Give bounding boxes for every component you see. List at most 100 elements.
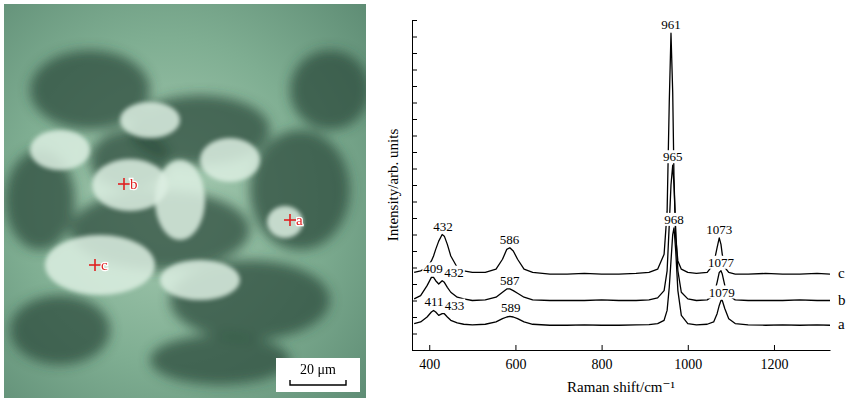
bright-particle [155,160,205,240]
plot-area [414,33,830,325]
y-tick-mark [412,317,417,318]
peak-label: 968 [664,212,684,227]
peak-annotation: 411 [423,294,444,309]
y-tick [412,334,417,335]
y-tick [412,350,417,351]
y-tick-mark [412,334,417,335]
dark-region [250,130,350,250]
y-tick-mark [412,70,417,71]
y-tick [412,119,417,120]
dark-region [10,295,110,365]
series-label: c [838,265,845,281]
x-tick-label: 400 [419,357,440,372]
x-tick-label: 600 [505,357,526,372]
y-tick-mark [412,53,417,54]
measurement-point: b [118,176,138,192]
figure-svg: abc20 μm40060080010001200Raman shift/cm⁻… [0,0,861,402]
y-tick [412,185,417,186]
y-tick-mark [412,202,417,203]
peak-label: 1073 [706,222,732,237]
marker-cross [94,259,96,271]
x-tick-label: 800 [592,357,613,372]
peak-label: 586 [500,232,520,247]
label-patch [708,286,736,299]
bright-particle [200,138,260,182]
peak-label: 1077 [708,255,735,270]
y-tick-mark [412,350,417,351]
y-tick-mark [412,251,417,252]
label-patch [443,266,465,279]
peak-annotation: 589 [500,300,522,315]
peak-label: 1079 [709,285,735,300]
y-axis-title: Intensity/arb. units [385,129,401,242]
y-tick [412,86,417,87]
label-patch [662,150,684,163]
label-patch [663,213,685,226]
y-tick [412,284,417,285]
y-axis [412,21,417,351]
y-tick-mark [412,86,417,87]
x-tick-label: 1000 [674,357,702,372]
peak-annotation: 965 [662,149,684,164]
y-tick-mark [412,119,417,120]
measurement-point: c [89,257,108,273]
y-tick [412,20,417,21]
marker-label: c [101,257,108,273]
label-patch [422,262,444,275]
x-tick: 600 [505,345,526,372]
y-tick [412,251,417,252]
y-tick [412,218,417,219]
peak-annotation: 968 [663,212,685,227]
x-tick: 800 [592,345,613,372]
peak-annotation: 432 [432,219,454,234]
peak-label: 587 [500,273,520,288]
y-tick [412,70,417,71]
y-tick [412,317,417,318]
peak-label: 411 [424,294,443,309]
label-patch [444,299,466,312]
x-axis-line [413,350,831,351]
x-tick-mark [429,345,430,350]
y-tick [412,235,417,236]
y-tick [412,301,417,302]
scale-bar-line [290,380,346,385]
dark-region [150,335,290,385]
series-label: a [838,316,845,332]
label-patch [705,223,733,236]
measurement-point: a [284,212,303,228]
label-patch [500,301,522,314]
label-patch [432,220,454,233]
y-tick [412,169,417,170]
y-tick-mark [412,235,417,236]
y-tick [412,202,417,203]
spectrum-line [414,228,830,325]
micrograph [4,4,366,398]
marker-cross [289,214,291,226]
dark-region [290,50,366,130]
x-tick-mark [515,345,516,350]
bright-particle [45,235,155,295]
spectrum-line [414,165,830,300]
label-patch [499,274,521,287]
peak-annotation: 409 [422,261,444,276]
peak-annotation: 1073 [705,222,733,237]
y-tick-mark [412,37,417,38]
y-tick [412,152,417,153]
bright-particle [120,102,180,138]
peak-annotation: 586 [499,232,521,247]
y-tick-mark [412,185,417,186]
x-tick: 1000 [674,345,702,372]
x-tick-label: 1200 [760,357,788,372]
scale-bar-label: 20 μm [300,362,336,377]
labels: abc4114335899681079409432587965107743258… [422,17,845,332]
y-tick-mark [412,218,417,219]
y-tick [412,53,417,54]
marker-label: a [296,212,303,228]
label-patch [423,295,444,308]
y-tick-mark [412,152,417,153]
figure: abc20 μm40060080010001200Raman shift/cm⁻… [0,0,861,402]
y-tick-mark [412,20,417,21]
label-patch [499,233,521,246]
y-tick [412,136,417,137]
bright-particle [160,260,240,300]
